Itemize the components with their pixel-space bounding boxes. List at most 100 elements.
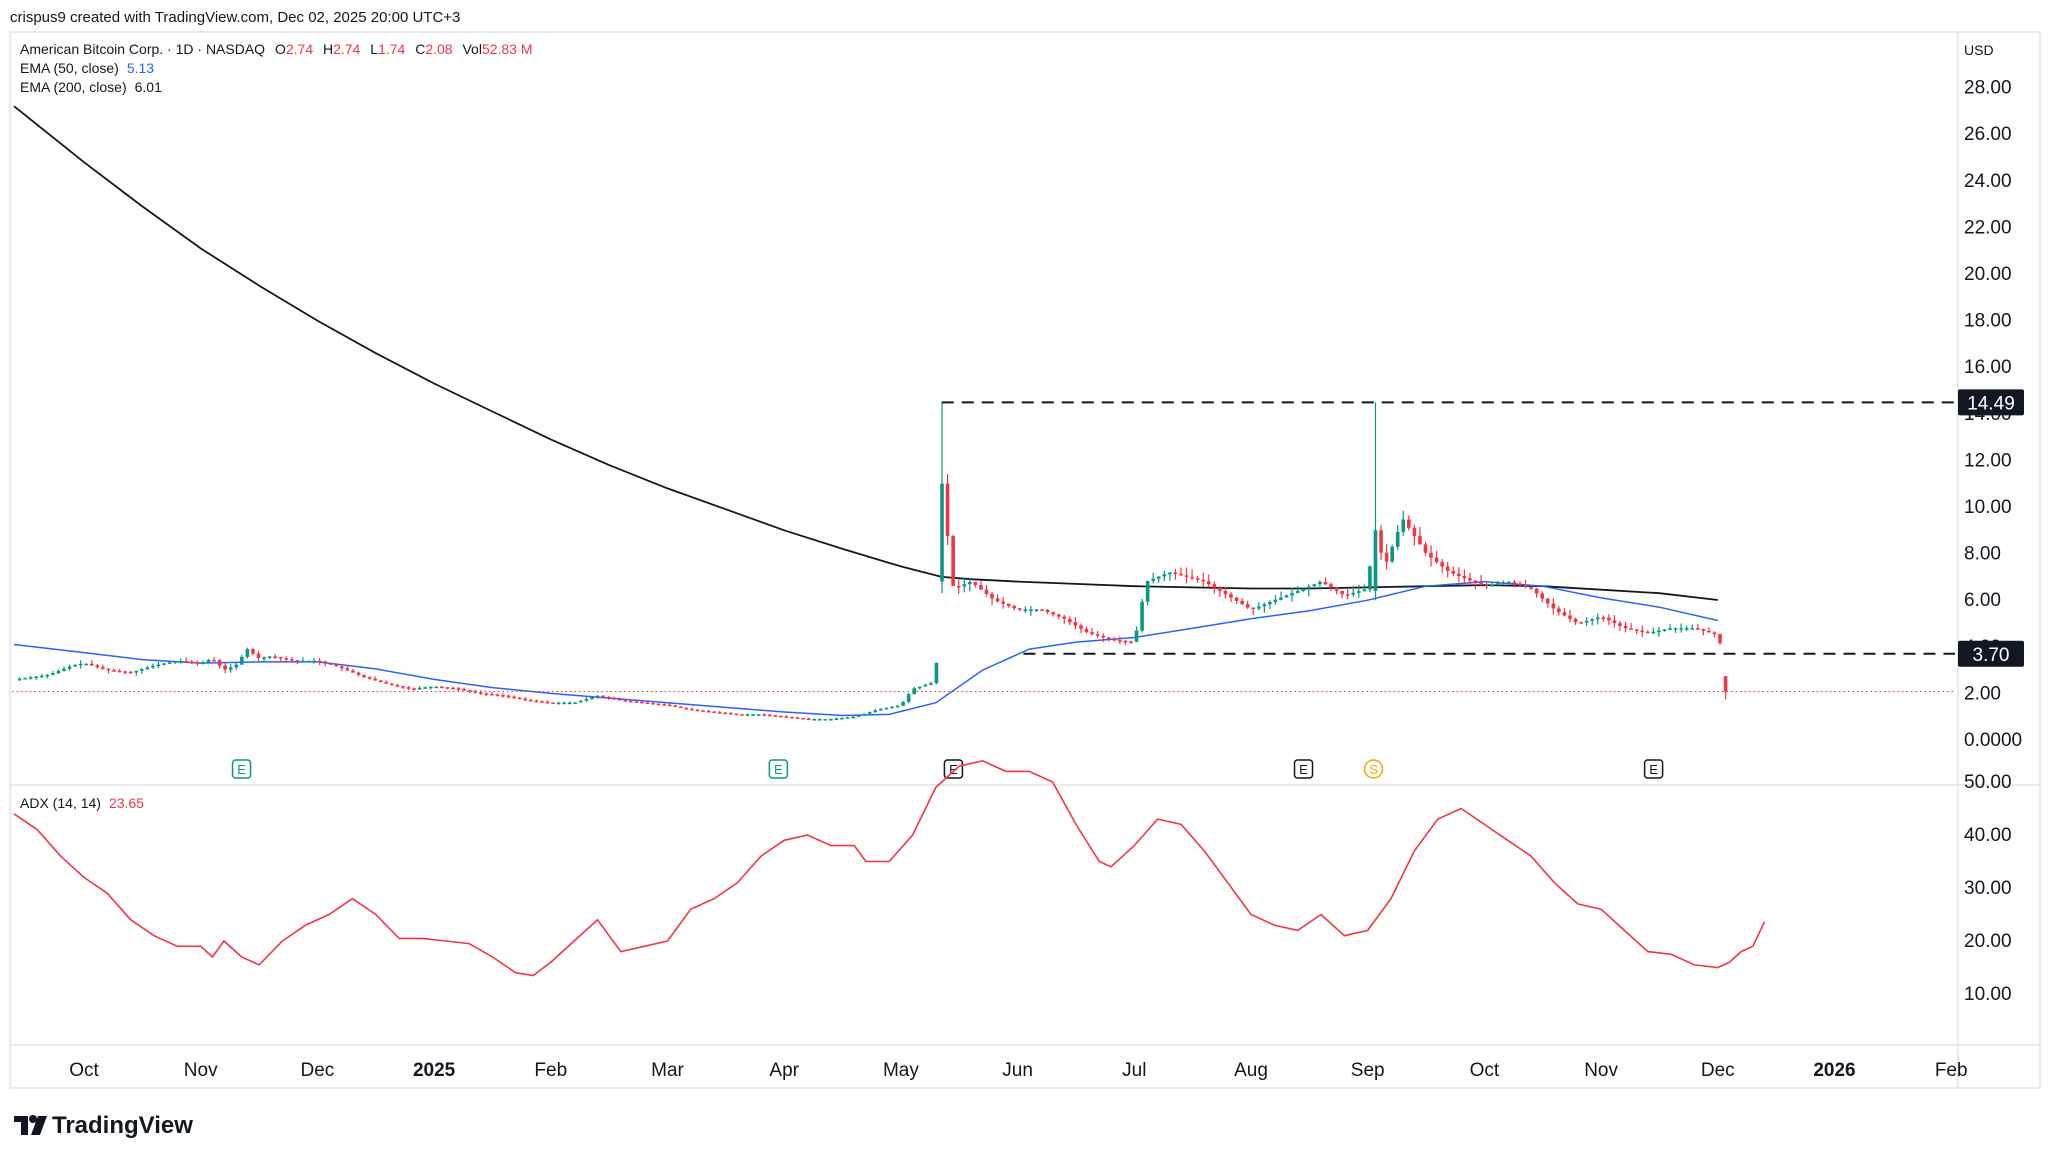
candle-body	[1423, 544, 1428, 553]
candle-body	[1168, 572, 1172, 575]
adx-axis[interactable]: 50.00 40.00 30.00 20.00 10.00	[1964, 772, 2012, 1005]
candle-body	[1195, 578, 1200, 580]
volume-label: Vol	[462, 41, 481, 57]
candle-body	[1495, 583, 1500, 586]
candle-body	[445, 687, 450, 689]
symbol-name: American Bitcoin Corp. · 1D · NASDAQ	[20, 41, 265, 57]
candle-body	[78, 663, 83, 666]
candle-body	[1045, 609, 1050, 613]
candle-body	[917, 686, 922, 689]
candle-body	[806, 718, 811, 721]
candle-body	[1668, 628, 1672, 630]
candle-body	[478, 692, 483, 694]
candle-body	[540, 701, 544, 703]
candle-body	[490, 693, 494, 696]
candle-body	[1645, 631, 1650, 634]
time-tick-label: Feb	[1935, 1060, 1968, 1081]
candle-body	[968, 582, 972, 585]
candle-body	[23, 677, 27, 680]
candle-body	[1223, 590, 1228, 595]
price-tick-label: 26.00	[1964, 124, 2012, 145]
candle-body	[767, 714, 772, 717]
candle-body	[1468, 578, 1472, 581]
candle-body	[284, 658, 289, 660]
candle-body	[1073, 622, 1078, 626]
price-tick-label: 12.00	[1964, 450, 2012, 471]
candle-body	[1134, 630, 1139, 642]
candle-body	[1095, 634, 1100, 636]
attribution-text: crispus9 created with TradingView.com, D…	[10, 9, 460, 26]
candle-body	[195, 662, 200, 664]
candle-body	[634, 701, 639, 703]
candle-body	[1607, 617, 1611, 621]
candle-body	[695, 709, 700, 712]
currency-label[interactable]: USD	[1964, 42, 1994, 58]
candle-body	[434, 686, 439, 689]
candle-body	[317, 660, 322, 663]
candle-body	[1106, 637, 1111, 640]
candle-body	[345, 668, 350, 671]
ema50-legend: EMA (50, close) 5.13	[20, 60, 154, 76]
candle-body	[1545, 598, 1550, 604]
candle-body	[1284, 595, 1289, 598]
candle-body	[406, 687, 411, 689]
candle-body	[17, 678, 22, 681]
candle-body	[1584, 620, 1589, 623]
adx-legend[interactable]: ADX (14, 14) 23.65	[20, 795, 144, 811]
price-tick-label: 2.00	[1964, 683, 2001, 704]
candle-body	[117, 670, 122, 673]
candle-body	[1534, 588, 1539, 594]
candle-body	[579, 700, 583, 703]
candle-body	[673, 705, 678, 707]
candle-body	[1712, 632, 1717, 635]
main-legend[interactable]: American Bitcoin Corp. · 1D · NASDAQ O2.…	[20, 41, 533, 95]
price-tick-label: 28.00	[1964, 78, 2012, 99]
candle-body	[1457, 573, 1461, 577]
candle-body	[201, 662, 205, 664]
open-value: 2.74	[286, 41, 313, 57]
candle-body	[829, 719, 833, 721]
levels-layer: 14.49 3.70	[941, 389, 2024, 667]
candle-body	[428, 686, 433, 689]
candle-body	[495, 694, 500, 697]
candle-body	[1056, 614, 1061, 617]
candle-body	[334, 664, 339, 667]
price-level-value: 3.70	[1973, 645, 2010, 666]
time-tick-label: May	[883, 1060, 919, 1081]
candle-body	[701, 710, 705, 712]
candle-body	[1418, 536, 1422, 545]
tradingview-logo[interactable]: TradingView	[14, 1112, 193, 1139]
candle-body	[990, 593, 994, 599]
candle-body	[945, 483, 950, 537]
candle-body	[1129, 641, 1133, 643]
candle-body	[1407, 519, 1411, 528]
candle-body	[934, 662, 939, 684]
candle-body	[834, 718, 839, 720]
time-axis[interactable]: Oct Nov Dec 2025 Feb Mar Apr May Jun Jul Aug Sep Oct…	[69, 1060, 1967, 1081]
candle-body	[417, 687, 422, 690]
tradingview-logo-icon	[14, 1115, 47, 1135]
candle-body	[1212, 584, 1217, 588]
candle-body	[595, 695, 600, 698]
price-level-value: 14.49	[1967, 393, 2015, 414]
candle-body	[712, 711, 716, 713]
candle-body	[1312, 584, 1317, 587]
candle-body	[1162, 574, 1167, 577]
candle-body	[440, 686, 444, 689]
close-value: 2.08	[425, 41, 452, 57]
candle-body	[1595, 617, 1600, 620]
candle-body	[390, 683, 394, 686]
adx-tick-label: 40.00	[1964, 825, 2012, 846]
candle-body	[651, 703, 655, 705]
tradingview-brand-text: TradingView	[52, 1112, 193, 1139]
candle-body	[1673, 628, 1678, 630]
candle-body	[1551, 603, 1556, 609]
candle-body	[1662, 629, 1667, 631]
event-marker-label: E	[1649, 762, 1658, 777]
candle-body	[1568, 615, 1572, 619]
earnings-marker-icon	[1293, 759, 1314, 779]
candle-body	[740, 714, 744, 716]
candle-body	[1306, 586, 1311, 589]
